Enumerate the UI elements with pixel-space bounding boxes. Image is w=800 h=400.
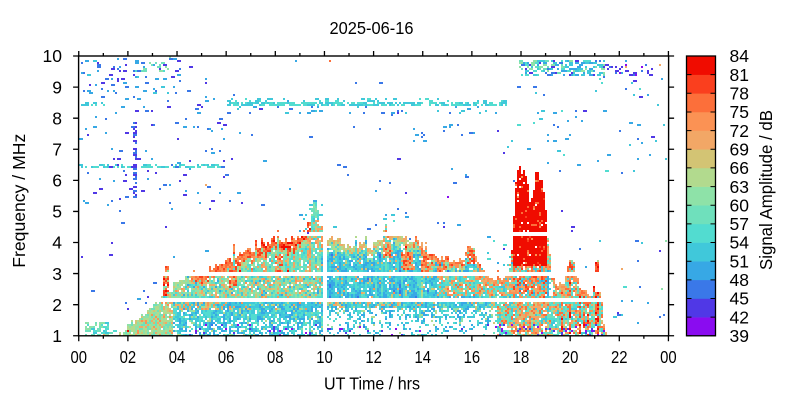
- svg-text:1: 1: [52, 326, 62, 346]
- svg-text:UT Time / hrs: UT Time / hrs: [324, 374, 420, 394]
- svg-text:10: 10: [316, 347, 333, 367]
- svg-text:10: 10: [43, 46, 63, 66]
- svg-text:02: 02: [120, 347, 137, 367]
- svg-text:Signal Amplitude / dB: Signal Amplitude / dB: [756, 110, 776, 270]
- svg-text:9: 9: [52, 77, 62, 97]
- svg-text:7: 7: [52, 139, 62, 159]
- svg-text:18: 18: [513, 347, 530, 367]
- svg-text:81: 81: [730, 65, 749, 85]
- svg-text:20: 20: [562, 347, 579, 367]
- svg-text:8: 8: [52, 108, 62, 128]
- svg-text:5: 5: [52, 202, 62, 222]
- svg-text:16: 16: [464, 347, 481, 367]
- svg-text:51: 51: [730, 251, 749, 271]
- svg-text:3: 3: [52, 264, 62, 284]
- svg-text:06: 06: [218, 347, 235, 367]
- svg-text:39: 39: [730, 326, 749, 346]
- svg-text:42: 42: [730, 307, 749, 327]
- svg-text:2: 2: [52, 295, 62, 315]
- svg-text:Frequency / MHz: Frequency / MHz: [9, 134, 29, 268]
- svg-text:2025-06-16: 2025-06-16: [330, 18, 414, 38]
- svg-text:66: 66: [730, 158, 749, 178]
- svg-text:6: 6: [52, 171, 62, 191]
- svg-text:78: 78: [730, 84, 749, 104]
- svg-text:08: 08: [267, 347, 284, 367]
- svg-text:00: 00: [660, 347, 677, 367]
- svg-text:14: 14: [414, 347, 431, 367]
- svg-text:57: 57: [730, 214, 749, 234]
- svg-text:04: 04: [169, 347, 186, 367]
- svg-text:72: 72: [730, 121, 749, 141]
- svg-text:48: 48: [730, 270, 749, 290]
- svg-text:75: 75: [730, 102, 749, 122]
- svg-text:69: 69: [730, 139, 749, 159]
- svg-text:45: 45: [730, 289, 749, 309]
- svg-text:00: 00: [71, 347, 88, 367]
- svg-text:4: 4: [52, 233, 62, 253]
- svg-text:63: 63: [730, 177, 749, 197]
- svg-text:54: 54: [730, 233, 750, 253]
- svg-text:60: 60: [730, 195, 750, 215]
- svg-text:84: 84: [730, 46, 750, 66]
- svg-text:22: 22: [611, 347, 628, 367]
- svg-text:12: 12: [365, 347, 382, 367]
